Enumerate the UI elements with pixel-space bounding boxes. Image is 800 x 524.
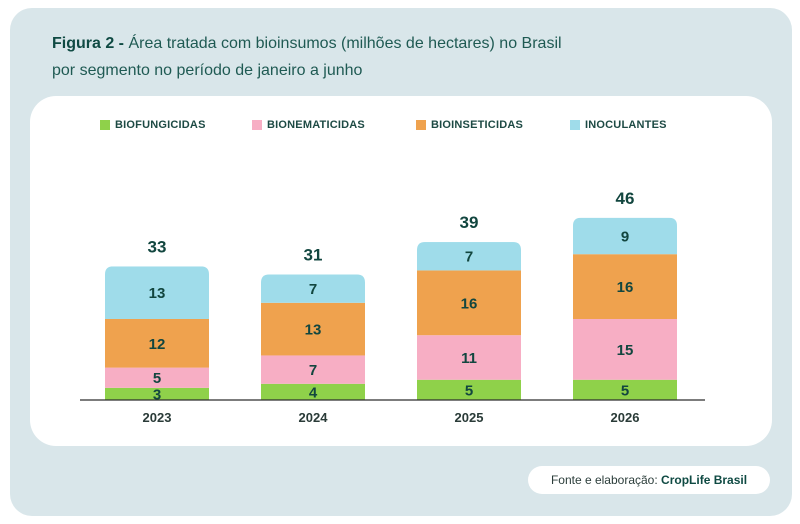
segment-value-label: 9	[621, 228, 629, 245]
bar-group-2026	[573, 217, 677, 400]
segment-value-label: 5	[465, 382, 473, 399]
segment-value-label: 5	[153, 370, 161, 387]
legend-swatch-inoculantes	[570, 120, 580, 130]
bar-segment-bioinseticidas-2023	[105, 319, 209, 368]
bar-segment-bionematicidas-2023	[105, 367, 209, 388]
figure-title-line1: Área tratada com bioinsumos (milhões de …	[128, 35, 562, 52]
segment-value-label: 15	[617, 342, 634, 359]
source-name: CropLife Brasil	[661, 473, 748, 487]
bar-segment-bionematicidas-2026	[573, 319, 677, 380]
bar-segment-inoculantes-2025	[417, 242, 521, 271]
bar-segment-biofungicidas-2023	[105, 387, 209, 400]
segment-value-label: 16	[461, 295, 478, 312]
bar-segment-inoculantes-2023	[105, 266, 209, 319]
figure-label: Figura 2 -	[52, 35, 125, 52]
bar-segment-bionematicidas-2024	[261, 355, 365, 384]
legend-item-bionematicidas: BIONEMATICIDAS	[252, 117, 365, 133]
x-tick-label: 2025	[455, 410, 484, 425]
legend-swatch-bionematicidas	[252, 120, 262, 130]
bar-segment-biofungicidas-2025	[417, 379, 521, 400]
segment-value-label: 16	[617, 279, 634, 296]
segment-value-label: 13	[149, 285, 166, 302]
bar-segment-bioinseticidas-2025	[417, 270, 521, 336]
bar-segment-inoculantes-2024	[261, 274, 365, 303]
figure-heading: Figura 2 - Área tratada com bioinsumos (…	[52, 30, 752, 84]
bar-segment-bionematicidas-2025	[417, 335, 521, 380]
bar-total-label: 46	[616, 189, 635, 208]
legend-label-bionematicidas: BIONEMATICIDAS	[267, 119, 365, 131]
bar-total-label: 39	[460, 213, 479, 232]
x-tick-label: 2024	[299, 410, 329, 425]
bar-segment-bioinseticidas-2024	[261, 302, 365, 356]
x-tick-label: 2026	[611, 410, 640, 425]
segment-value-label: 13	[305, 322, 322, 339]
segment-value-label: 3	[153, 386, 161, 403]
segment-value-label: 7	[309, 362, 317, 379]
legend-label-inoculantes: INOCULANTES	[585, 119, 667, 131]
bar-group-2024	[261, 274, 365, 400]
legend-item-bioinseticidas: BIOINSETICIDAS	[416, 117, 523, 133]
bar-group-2025	[417, 242, 521, 400]
source-prefix: Fonte e elaboração:	[550, 473, 658, 487]
bar-segment-biofungicidas-2026	[573, 379, 677, 400]
segment-value-label: 7	[465, 249, 473, 266]
bar-total-label: 31	[304, 245, 323, 264]
legend-label-biofungicidas: BIOFUNGICIDAS	[115, 119, 206, 131]
segment-value-label: 11	[461, 350, 477, 367]
legend-item-biofungicidas: BIOFUNGICIDAS	[100, 117, 206, 133]
legend-item-inoculantes: INOCULANTES	[570, 117, 667, 133]
legend-swatch-biofungicidas	[100, 120, 110, 130]
bar-total-label: 33	[148, 237, 167, 256]
bar-group-2023	[105, 266, 209, 400]
bar-segment-bioinseticidas-2026	[573, 254, 677, 319]
legend-swatch-bioinseticidas	[416, 120, 426, 130]
figure-title-line2: por segmento no período de janeiro a jun…	[52, 62, 363, 79]
legend-label-bioinseticidas: BIOINSETICIDAS	[431, 119, 524, 131]
segment-value-label: 12	[149, 336, 166, 353]
source-credit: Fonte e elaboração: CropLife Brasil	[528, 466, 770, 494]
segment-value-label: 4	[309, 384, 318, 401]
segment-value-label: 5	[621, 382, 629, 399]
bar-segment-biofungicidas-2024	[261, 383, 365, 400]
segment-value-label: 7	[309, 281, 317, 298]
bar-segment-inoculantes-2026	[573, 217, 677, 255]
chart-legend: BIOFUNGICIDAS BIONEMATICIDAS BIOINSETICI…	[100, 117, 720, 133]
x-tick-label: 2023	[143, 410, 172, 425]
